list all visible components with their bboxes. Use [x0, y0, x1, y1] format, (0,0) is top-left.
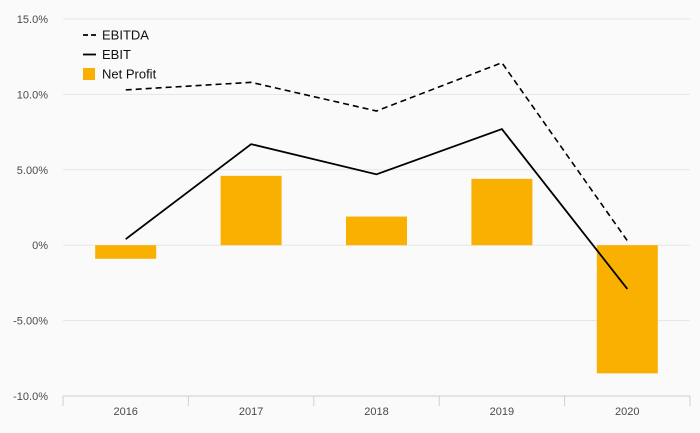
- legend-label: Net Profit: [102, 67, 157, 82]
- y-tick-label: -10.0%: [13, 391, 48, 403]
- legend-label: EBIT: [102, 47, 131, 62]
- x-tick-label: 2016: [113, 406, 137, 418]
- net-profit-bar: [471, 178, 533, 246]
- y-tick-label: 15.0%: [17, 14, 48, 26]
- net-profit-bar: [220, 175, 282, 246]
- legend: EBITDA EBIT Net Profit: [83, 28, 157, 82]
- x-tick-label: 2018: [364, 406, 388, 418]
- gridlines: [63, 18, 690, 322]
- x-axis: 2016 2017 2018 2019 2020: [62, 395, 691, 418]
- y-tick-label: 10.0%: [17, 89, 48, 101]
- y-axis-labels: 15.0% 10.0% 5.00% 0% -5.00% -10.0%: [13, 14, 48, 403]
- net-profit-bar: [346, 216, 407, 246]
- legend-item-ebitda[interactable]: EBITDA: [83, 28, 149, 43]
- ebit-line: [125, 128, 629, 290]
- net-profit-bar: [95, 245, 157, 259]
- series-lines: [125, 61, 629, 290]
- net-profit-bars: [95, 175, 658, 374]
- legend-item-net-profit[interactable]: Net Profit: [83, 67, 157, 82]
- x-tick-label: 2020: [615, 406, 639, 418]
- y-tick-label: 0%: [32, 240, 48, 252]
- y-tick-label: 5.00%: [17, 165, 48, 177]
- y-tick-label: -5.00%: [13, 316, 48, 328]
- x-tick-label: 2017: [239, 406, 263, 418]
- legend-label: EBITDA: [102, 28, 149, 43]
- legend-item-ebit[interactable]: EBIT: [83, 47, 131, 62]
- x-tick-label: 2019: [490, 406, 514, 418]
- net-profit-bar: [596, 245, 658, 374]
- ebitda-line: [125, 61, 628, 242]
- legend-swatch: [83, 68, 95, 80]
